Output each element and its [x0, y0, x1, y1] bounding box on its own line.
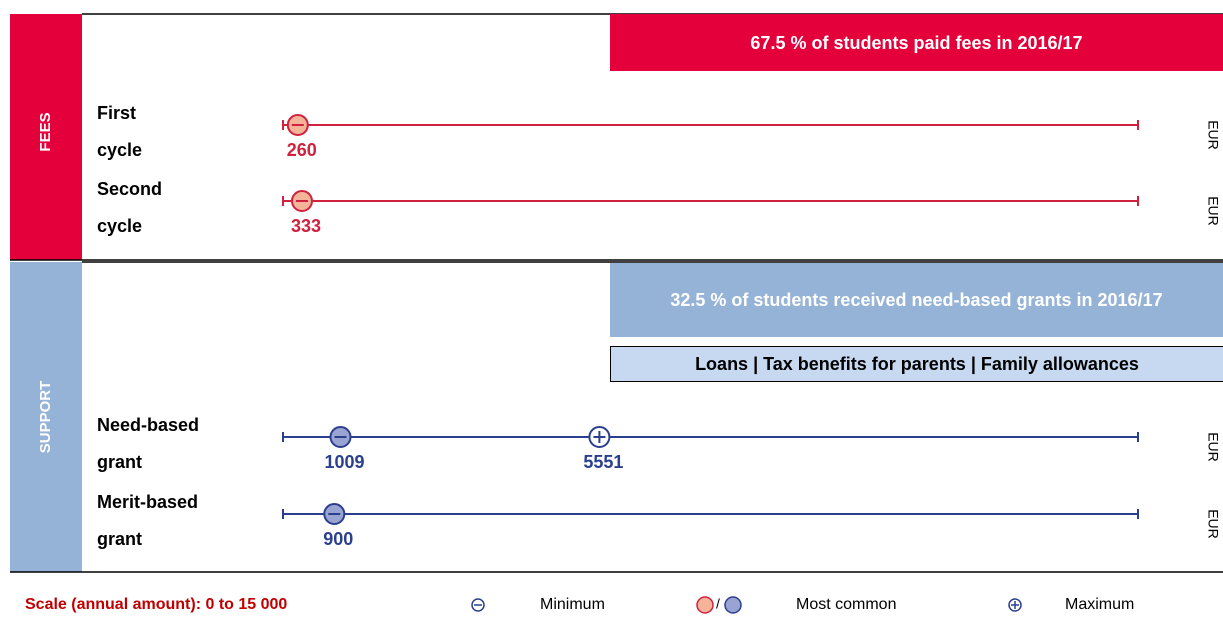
- legend-scale: Scale (annual amount): 0 to 15 000: [25, 596, 287, 613]
- value-label: 5551: [583, 452, 623, 472]
- section-band: [10, 262, 82, 572]
- unit-label: EUR: [1205, 432, 1221, 462]
- banner: 67.5 % of students paid fees in 2016/17: [610, 14, 1223, 71]
- row-label: grant: [97, 452, 142, 472]
- unit-label: EUR: [1205, 196, 1221, 226]
- minimum-marker: [323, 503, 346, 525]
- legend-symbol: [724, 596, 742, 614]
- value-label: 333: [291, 216, 321, 236]
- legend-most-common: Most common: [796, 596, 896, 613]
- unit-label: EUR: [1205, 509, 1221, 539]
- row-label: Second: [97, 179, 162, 199]
- section-label: FEES: [37, 112, 54, 151]
- section-band: [10, 14, 82, 260]
- minimum-marker: [290, 190, 313, 212]
- legend-maximum: Maximum: [1065, 596, 1134, 613]
- row-label: Merit-based: [97, 492, 198, 512]
- section-label: SUPPORT: [37, 381, 54, 454]
- minimum-marker: [329, 426, 352, 448]
- banner: 32.5 % of students received need-based g…: [610, 263, 1223, 337]
- minimum-marker: [286, 114, 309, 136]
- row-label: cycle: [97, 216, 142, 236]
- value-label: 260: [287, 140, 317, 160]
- row-label: First: [97, 103, 136, 123]
- legend-minimum: Minimum: [540, 596, 605, 613]
- unit-label: EUR: [1205, 120, 1221, 150]
- maximum-marker: [588, 426, 611, 448]
- row-label: cycle: [97, 140, 142, 160]
- sub-banner: Loans | Tax benefits for parents | Famil…: [610, 346, 1223, 382]
- row-label: grant: [97, 529, 142, 549]
- value-label: 900: [323, 529, 353, 549]
- row-label: Need-based: [97, 415, 199, 435]
- legend-separator: /: [716, 596, 720, 612]
- legend-symbol: [696, 596, 714, 614]
- value-label: 1009: [324, 452, 364, 472]
